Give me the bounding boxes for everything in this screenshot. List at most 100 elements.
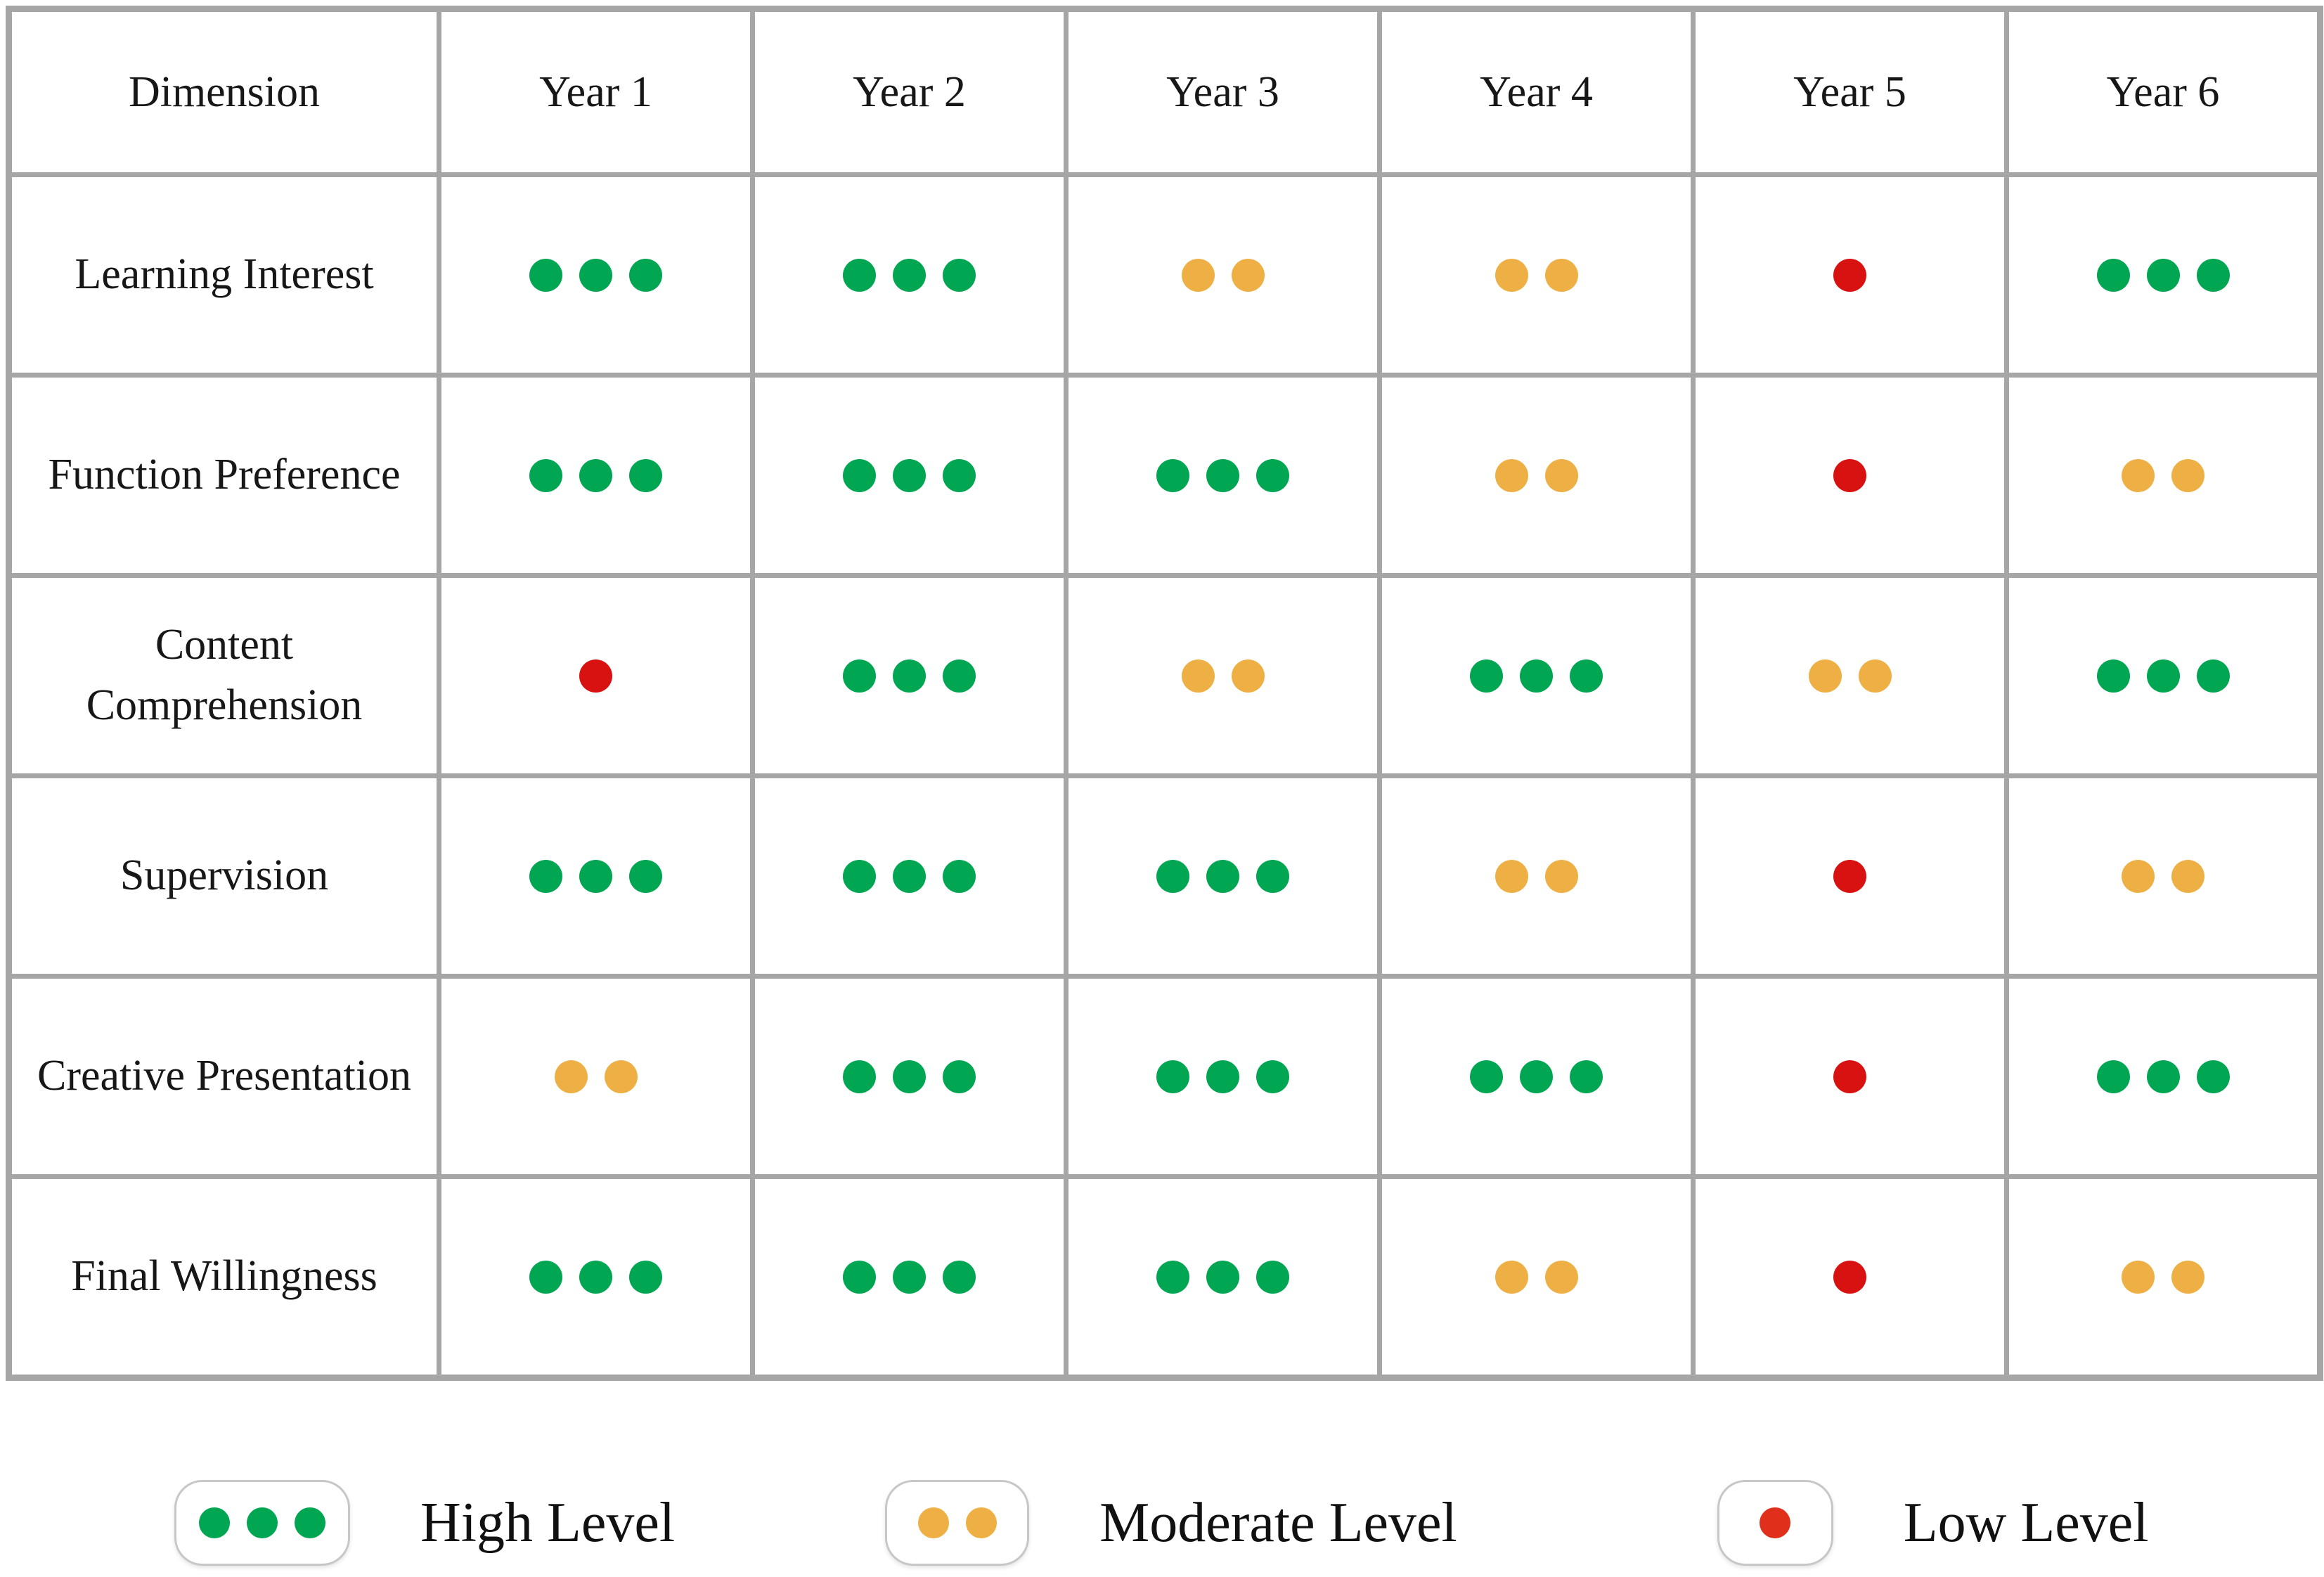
rating-dot — [1206, 859, 1239, 893]
column-header-year-4: Year 4 — [1377, 6, 1696, 177]
rating-dot — [893, 258, 926, 292]
dot-group — [1760, 1507, 1791, 1538]
rating-dot — [1470, 1060, 1503, 1093]
rating-dot — [579, 1260, 612, 1294]
rating-cell — [1691, 573, 2009, 778]
rating-cell — [1377, 573, 1696, 778]
rating-dot — [1156, 1060, 1189, 1093]
rating-dot — [629, 859, 662, 893]
rating-cell — [1064, 573, 1382, 778]
rating-cell — [437, 974, 755, 1179]
rating-cell — [1064, 172, 1382, 378]
rating-cell — [2004, 974, 2323, 1179]
rating-dot — [1495, 458, 1528, 492]
dot-group — [1395, 859, 1678, 893]
rating-dot — [1520, 659, 1553, 693]
rating-dot — [604, 1060, 638, 1093]
dot-group — [2022, 859, 2304, 893]
rating-cell — [1064, 1174, 1382, 1380]
rating-dot — [1570, 1060, 1603, 1093]
legend-label: Moderate Level — [1099, 1491, 1457, 1554]
rating-dot — [579, 458, 612, 492]
rating-dot — [1808, 659, 1842, 693]
rating-cell — [1691, 773, 2009, 979]
rating-dot — [295, 1507, 325, 1538]
rating-dot — [1833, 1260, 1866, 1294]
rating-dot — [943, 659, 976, 693]
rating-dot — [2146, 258, 2180, 292]
rating-dot — [2096, 1060, 2130, 1093]
dot-group — [1081, 1060, 1364, 1093]
rating-dot — [1858, 659, 1892, 693]
rating-dot — [199, 1507, 230, 1538]
rating-dot — [1833, 458, 1866, 492]
rating-dot — [1544, 458, 1578, 492]
column-header-year-1: Year 1 — [437, 6, 755, 177]
rating-cell — [2004, 172, 2323, 378]
rating-dot — [1231, 659, 1265, 693]
rating-dot — [2122, 458, 2155, 492]
rating-dot — [893, 1260, 926, 1294]
column-header-year-6: Year 6 — [2004, 6, 2323, 177]
dot-group — [768, 258, 1051, 292]
dot-group — [1081, 859, 1364, 893]
rating-cell — [750, 773, 1069, 979]
table-row: Creative Presentation — [6, 974, 2323, 1179]
rating-dot — [1470, 659, 1503, 693]
rating-cell — [2004, 1174, 2323, 1380]
column-header-year-3: Year 3 — [1064, 6, 1382, 177]
legend: High Level Moderate Level Low Level — [0, 1479, 2324, 1567]
rating-dot — [1760, 1507, 1791, 1538]
rating-dot — [529, 859, 562, 893]
rating-cell — [1064, 974, 1382, 1179]
rating-dot — [2146, 659, 2180, 693]
dot-group — [1708, 859, 1991, 893]
rating-dot — [1206, 1260, 1239, 1294]
rating-dot — [2196, 1060, 2230, 1093]
rating-cell — [1377, 172, 1696, 378]
rating-dot — [2196, 659, 2230, 693]
rating-cell — [2004, 373, 2323, 578]
table-row: Final Willingness — [6, 1174, 2323, 1380]
dot-group — [454, 659, 737, 693]
dot-group — [454, 1260, 737, 1294]
rating-dot — [1181, 659, 1215, 693]
rating-dot — [529, 458, 562, 492]
dot-group — [768, 859, 1051, 893]
dot-group — [1395, 458, 1678, 492]
rating-dot — [1256, 458, 1289, 492]
rating-dot — [843, 1060, 876, 1093]
rating-cell — [437, 773, 755, 979]
rating-cell — [1377, 773, 1696, 979]
dot-group — [2022, 258, 2304, 292]
dot-group — [768, 458, 1051, 492]
rating-dot — [943, 1060, 976, 1093]
dot-group — [768, 659, 1051, 693]
rating-cell — [2004, 573, 2323, 778]
row-label: Content Comprehension — [6, 573, 441, 778]
legend-key-box — [1717, 1480, 1833, 1566]
table-row: Content Comprehension — [6, 573, 2323, 778]
rating-dot — [1520, 1060, 1553, 1093]
rating-cell — [750, 974, 1069, 1179]
rating-dot — [843, 458, 876, 492]
dot-group — [2022, 458, 2304, 492]
dot-group — [2022, 1060, 2304, 1093]
rating-dot — [247, 1507, 278, 1538]
rating-dot — [1256, 859, 1289, 893]
rating-dot — [1495, 258, 1528, 292]
rating-dot — [1544, 859, 1578, 893]
rating-dot — [579, 258, 612, 292]
rating-dot — [1206, 458, 1239, 492]
legend-item-high: High Level — [174, 1480, 675, 1566]
rating-dot — [843, 1260, 876, 1294]
rating-dot — [629, 458, 662, 492]
rating-cell — [750, 373, 1069, 578]
rating-dot — [2122, 1260, 2155, 1294]
rating-dot — [629, 1260, 662, 1294]
dot-group — [199, 1507, 325, 1538]
table-row: Supervision — [6, 773, 2323, 979]
rating-dot — [1156, 458, 1189, 492]
rating-dot — [1231, 258, 1265, 292]
row-label: Creative Presentation — [6, 974, 441, 1179]
